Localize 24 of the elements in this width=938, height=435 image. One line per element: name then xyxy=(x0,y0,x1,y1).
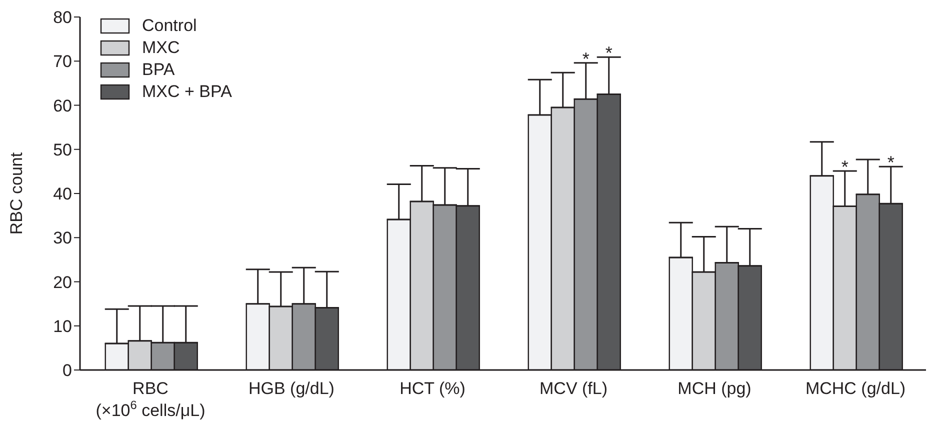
x-tick-label: RBC (×10$^{6}$ cells/μL) xyxy=(96,379,206,420)
y-tick-label: 80 xyxy=(53,8,72,28)
annotation: * xyxy=(582,48,590,69)
legend-label: Control xyxy=(142,16,197,36)
legend-label: MXC + BPA xyxy=(142,82,232,102)
y-tick-label: 20 xyxy=(53,272,72,292)
y-tick-label: 50 xyxy=(53,140,72,160)
x-tick-label: HGB (g/dL) xyxy=(248,379,334,398)
y-tick-label: 10 xyxy=(53,316,72,336)
y-tick-label: 70 xyxy=(53,52,72,72)
x-tick-label: MCV (fL) xyxy=(540,379,608,398)
annotation: * xyxy=(605,43,612,64)
x-tick-label: MCHC (g/dL) xyxy=(805,379,906,398)
y-tick-label: 0 xyxy=(62,361,72,380)
y-tick-label: 30 xyxy=(53,228,72,248)
legend-label: BPA xyxy=(142,60,175,80)
y-axis-title: RBC count xyxy=(7,152,26,235)
x-tick-label: MCH (pg) xyxy=(678,379,752,398)
y-tick-label: 40 xyxy=(53,184,72,204)
legend-label: MXC xyxy=(142,38,180,58)
annotation: * xyxy=(841,156,848,177)
x-tick-label: HCT (%) xyxy=(400,379,466,398)
y-tick-label: 60 xyxy=(53,96,72,116)
annotation: * xyxy=(887,152,894,173)
